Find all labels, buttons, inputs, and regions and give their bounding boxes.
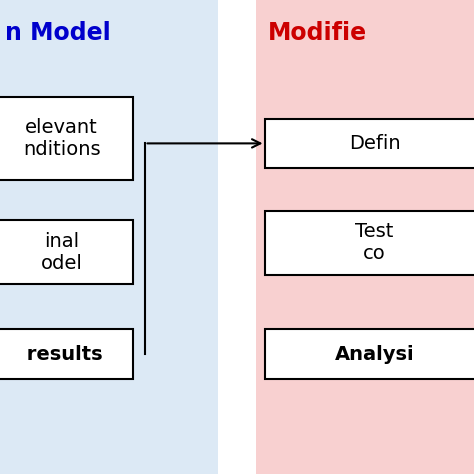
- Text: inal
odel: inal odel: [41, 232, 82, 273]
- Text: n Model: n Model: [5, 21, 110, 46]
- Text: Defin: Defin: [349, 134, 400, 153]
- Bar: [256, 0, 474, 474]
- Text: Modifie: Modifie: [268, 21, 367, 46]
- Text: Analysi: Analysi: [335, 345, 414, 364]
- FancyBboxPatch shape: [265, 118, 474, 168]
- FancyBboxPatch shape: [0, 97, 133, 180]
- FancyBboxPatch shape: [0, 329, 133, 379]
- Bar: [0, 0, 218, 474]
- Bar: [218, 0, 256, 474]
- Text: Test
co: Test co: [356, 222, 393, 264]
- FancyBboxPatch shape: [0, 220, 133, 284]
- Text: elevant
nditions: elevant nditions: [23, 118, 100, 159]
- FancyBboxPatch shape: [265, 329, 474, 379]
- FancyBboxPatch shape: [265, 211, 474, 275]
- Text: results: results: [20, 345, 103, 364]
